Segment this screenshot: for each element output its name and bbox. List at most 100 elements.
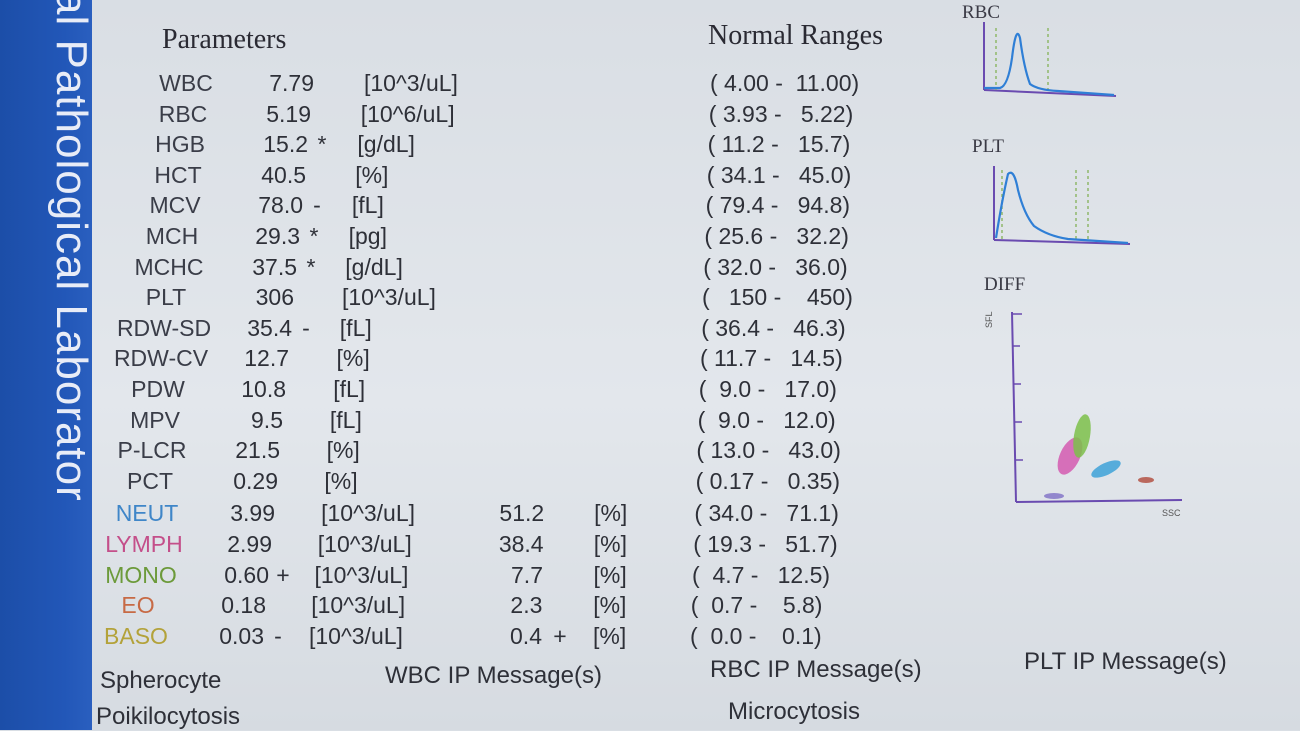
parameter-name: RDW-CV xyxy=(113,345,209,372)
diff-scatterplot: SFL SSC xyxy=(984,311,1183,518)
result-unit: [g/dL] xyxy=(345,253,403,280)
rbc-ip-message-title: RBC IP Message(s) xyxy=(710,656,922,683)
normal-range: ( 11.2 - 15.7) xyxy=(707,131,851,158)
result-unit: [10^3/uL] xyxy=(309,622,403,649)
percent-unit: [%] xyxy=(593,531,628,557)
parameter-name: MCH xyxy=(145,223,199,249)
table-row: WBC 7.79 [10^3/uL] ( 4.00 - 11.00) xyxy=(0,70,1300,100)
table-row: MONO 0.60 + [10^3/uL] 7.7 [%] ( 4.7 - 12.5) xyxy=(0,562,1300,592)
normal-range: ( 25.6 - 32.2) xyxy=(704,223,849,249)
table-row: RDW-CV 12.7 [%] ( 11.7 - 14.5) xyxy=(0,345,1300,375)
result-value: 35.4 xyxy=(247,314,292,341)
parameter-name: EO xyxy=(121,592,155,619)
normal-range: ( 0.7 - 5.8) xyxy=(690,592,823,619)
normal-ranges-header: Normal Ranges xyxy=(708,20,883,51)
normal-range: ( 3.93 - 5.22) xyxy=(708,100,854,127)
result-flag: * xyxy=(317,131,327,158)
result-unit: [10^3/uL] xyxy=(364,70,458,96)
normal-range: ( 4.7 - 12.5) xyxy=(692,561,831,588)
result-unit: [10^3/uL] xyxy=(311,592,406,619)
result-unit: [10^6/uL] xyxy=(360,100,455,127)
normal-range: ( 13.0 - 43.0) xyxy=(696,437,841,464)
normal-range: ( 0.17 - 0.35) xyxy=(695,467,841,494)
table-row: PCT 0.29 [%] ( 0.17 - 0.35) xyxy=(0,468,1300,498)
plt-graph-label: PLT xyxy=(972,136,1005,157)
result-value: 5.19 xyxy=(266,100,311,127)
normal-range: ( 79.4 - 94.8) xyxy=(705,192,851,219)
parameter-name: NEUT xyxy=(115,500,179,527)
message-poikilocytosis: Poikilocytosis xyxy=(96,703,241,730)
result-unit: [10^3/uL] xyxy=(321,500,416,527)
normal-range: ( 9.0 - 17.0) xyxy=(698,376,837,402)
table-row: EO 0.18 [10^3/uL] 2.3 [%] ( 0.7 - 5.8) xyxy=(0,592,1300,622)
message-microcytosis: Microcytosis xyxy=(728,698,861,725)
parameter-name: LYMPH xyxy=(105,531,183,557)
diff-x-axis-label: SSC xyxy=(1162,508,1181,518)
result-value: 3.99 xyxy=(230,500,275,527)
diff-x-axis xyxy=(1015,499,1183,503)
percent-value: 7.7 xyxy=(511,561,543,588)
message-spherocyte: Spherocyte xyxy=(100,667,222,694)
rbc-graph-label: RBC xyxy=(962,2,1001,23)
percent-value: 0.4 xyxy=(510,622,542,649)
diff-graph-label: DIFF xyxy=(984,274,1026,295)
result-value: 306 xyxy=(255,284,294,311)
result-unit: [g/dL] xyxy=(357,131,415,158)
parameters-header: Parameters xyxy=(162,24,287,55)
parameter-name: MPV xyxy=(130,406,180,433)
parameter-name: PDW xyxy=(131,376,185,402)
diff-neut-cluster xyxy=(1091,460,1121,478)
result-unit: [10^3/uL] xyxy=(317,531,412,557)
plt-x-axis xyxy=(993,239,1131,245)
parameter-name: PLT xyxy=(145,284,187,311)
result-unit: [%] xyxy=(324,467,358,494)
percent-unit: [%] xyxy=(593,561,627,588)
parameter-name: HGB xyxy=(155,131,205,158)
percent-value: 51.2 xyxy=(499,500,545,527)
result-unit: [fL] xyxy=(339,314,372,341)
result-unit: [%] xyxy=(326,437,360,464)
diff-mono-cluster xyxy=(1073,414,1091,458)
result-value: 0.60 xyxy=(224,561,269,588)
normal-range: ( 19.3 - 51.7) xyxy=(693,531,838,557)
result-value: 7.79 xyxy=(269,70,314,96)
result-unit: [%] xyxy=(336,345,370,372)
normal-range: ( 4.00 - 11.00) xyxy=(710,70,860,96)
result-flag: - xyxy=(313,192,321,219)
lab-name-banner: al Pathological Laborator xyxy=(0,0,92,730)
result-flag: - xyxy=(274,622,282,649)
result-value: 9.5 xyxy=(251,406,283,433)
normal-range: ( 36.4 - 46.3) xyxy=(701,314,846,341)
parameter-name: HCT xyxy=(154,161,202,188)
table-row: PLT 306 [10^3/uL] ( 150 - 450) xyxy=(0,284,1300,314)
diff-y-axis xyxy=(1011,311,1017,503)
result-unit: [fL] xyxy=(329,406,362,433)
parameter-name: P-LCR xyxy=(117,437,187,464)
rbc-histogram xyxy=(983,22,1117,97)
result-value: 37.5 xyxy=(252,253,297,280)
parameter-name: PCT xyxy=(127,467,173,494)
result-unit: [%] xyxy=(355,161,389,188)
result-unit: [10^3/uL] xyxy=(342,284,436,311)
result-value: 15.2 xyxy=(263,131,308,158)
normal-range: ( 11.7 - 14.5) xyxy=(700,345,843,372)
percent-unit: [%] xyxy=(593,592,627,619)
normal-range: ( 34.0 - 71.1) xyxy=(694,500,839,527)
table-row: P-LCR 21.5 [%] ( 13.0 - 43.0) xyxy=(0,437,1300,467)
percent-value: 38.4 xyxy=(498,531,544,557)
parameter-name: RBC xyxy=(158,100,208,127)
percent-unit: [%] xyxy=(594,500,628,527)
result-value: 12.7 xyxy=(244,345,289,372)
table-row: MCV 78.0- [fL] ( 79.4 - 94.8) xyxy=(0,192,1300,222)
table-row: HCT 40.5 [%] ( 34.1 - 45.0) xyxy=(0,162,1300,192)
parameter-name: RDW-SD xyxy=(116,314,212,341)
plt-ip-message-title: PLT IP Message(s) xyxy=(1024,648,1227,675)
wbc-ip-message-title: WBC IP Message(s) xyxy=(385,662,602,689)
percent-value: 2.3 xyxy=(510,592,543,619)
diff-baso-cluster xyxy=(1044,493,1064,499)
table-row: NEUT 3.99 [10^3/uL] 51.2 [%] ( 34.0 - 71.1) xyxy=(0,500,1300,530)
rbc-curve xyxy=(984,32,1115,97)
diff-y-axis-label: SFL xyxy=(984,311,994,328)
parameter-name: WBC xyxy=(159,70,213,96)
normal-range: ( 150 - 450) xyxy=(702,284,853,311)
